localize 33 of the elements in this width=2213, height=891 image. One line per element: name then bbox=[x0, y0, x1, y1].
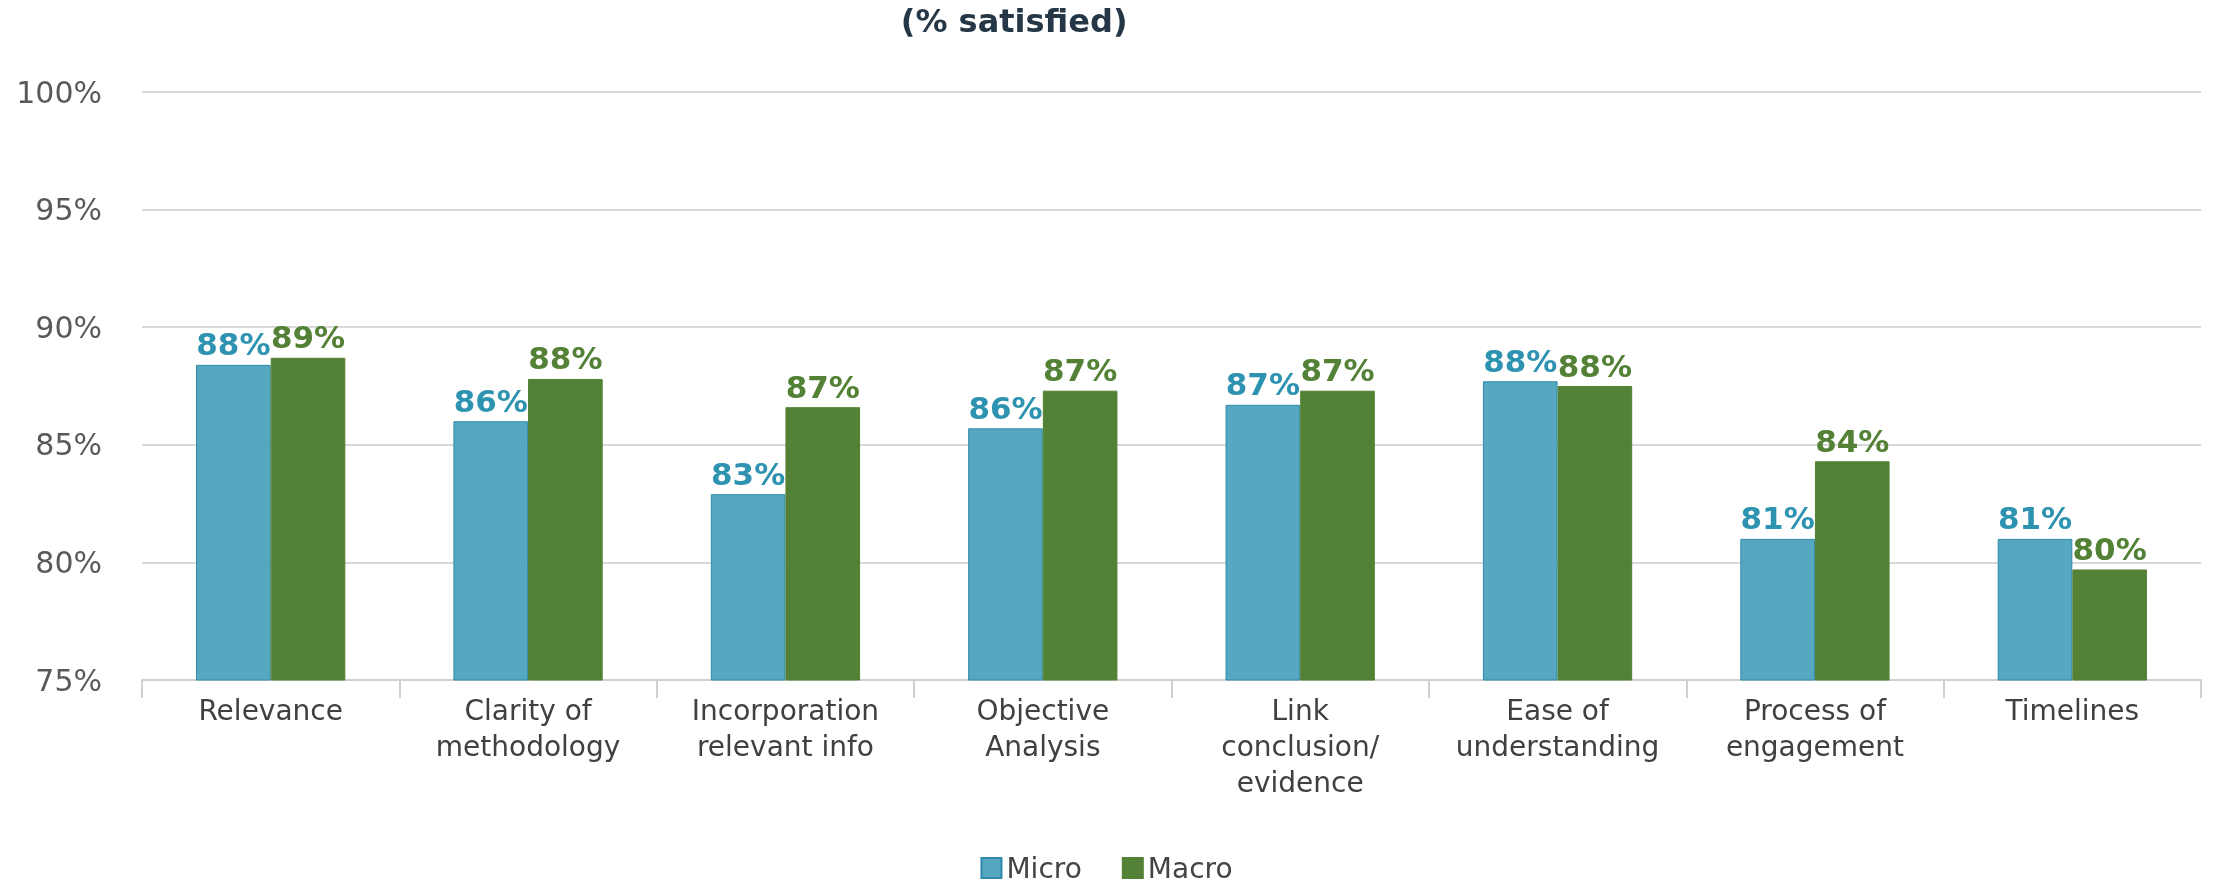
y-tick-label: 85% bbox=[35, 427, 102, 463]
data-label: 87% bbox=[1300, 352, 1375, 389]
data-label: 89% bbox=[270, 319, 346, 356]
x-tick-label: Timelines bbox=[2004, 693, 2140, 727]
data-label: 87% bbox=[1043, 352, 1118, 389]
data-label: 86% bbox=[968, 389, 1043, 426]
data-label: 88% bbox=[196, 326, 271, 363]
legend-label: Macro bbox=[1147, 851, 1233, 885]
x-tick-label: Ease of understanding bbox=[1455, 693, 1660, 763]
y-tick-label: 75% bbox=[35, 662, 102, 698]
data-label: 87% bbox=[785, 368, 860, 405]
data-label: 88% bbox=[528, 340, 603, 377]
data-label: 81% bbox=[1740, 500, 1815, 537]
y-tick-label: 90% bbox=[35, 309, 102, 345]
chart-title: (% satisfied) bbox=[900, 2, 1128, 40]
x-tick-label: Objective Analysis bbox=[976, 693, 1110, 763]
legend-label: Micro bbox=[1006, 851, 1082, 885]
x-tick-label: Clarity of methodology bbox=[435, 693, 621, 763]
x-tick-label: Link conclusion/ evidence bbox=[1221, 693, 1380, 799]
x-tick-label: Process of engagement bbox=[1725, 693, 1905, 763]
data-label: 84% bbox=[1815, 422, 1890, 459]
data-label: 86% bbox=[453, 382, 528, 419]
x-tick-label: Relevance bbox=[198, 693, 343, 727]
data-label: 87% bbox=[1225, 366, 1300, 403]
data-label: 80% bbox=[2072, 530, 2147, 567]
y-tick-label: 100% bbox=[16, 74, 102, 110]
data-label: 88% bbox=[1557, 347, 1632, 384]
y-tick-label: 80% bbox=[35, 544, 102, 580]
data-label: 88% bbox=[1483, 342, 1558, 379]
x-tick-label: Incorporation relevant info bbox=[691, 693, 880, 763]
data-label: 83% bbox=[711, 455, 786, 492]
data-label: 81% bbox=[1997, 500, 2073, 537]
y-tick-label: 95% bbox=[35, 192, 102, 228]
